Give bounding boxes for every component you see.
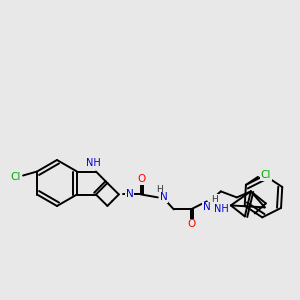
Text: O: O — [138, 174, 146, 184]
Text: N: N — [126, 189, 134, 200]
Text: N: N — [160, 192, 168, 203]
Text: N: N — [203, 202, 211, 212]
Text: H: H — [156, 185, 163, 194]
Text: O: O — [188, 219, 196, 230]
Text: NH: NH — [85, 158, 100, 167]
Text: H: H — [212, 195, 218, 204]
Text: Cl: Cl — [261, 170, 271, 180]
Text: Cl: Cl — [10, 172, 20, 182]
Text: NH: NH — [214, 204, 229, 214]
